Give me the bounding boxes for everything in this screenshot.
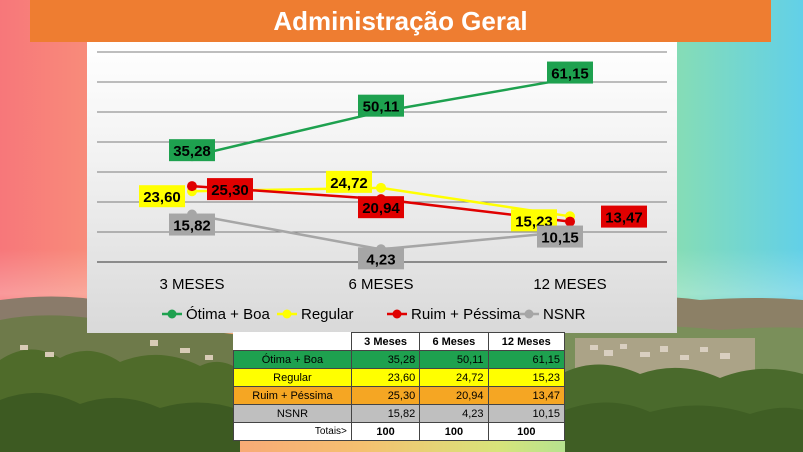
table-header: 3 Meses <box>350 332 421 351</box>
totals-label: Totais> <box>233 422 352 441</box>
table-total-row: Totais> 100 100 100 <box>233 422 566 441</box>
data-label-box <box>537 225 583 248</box>
data-label: 4,23 <box>366 251 395 268</box>
data-label-box <box>358 196 404 219</box>
data-label: 23,60 <box>143 189 181 206</box>
table-row: Ótima + Boa 35,28 50,11 61,15 <box>233 350 566 369</box>
data-label-box <box>358 247 404 270</box>
data-point <box>376 182 386 193</box>
data-label: 13,47 <box>605 210 643 227</box>
legend-label: NSNR <box>543 306 586 323</box>
data-label: 35,28 <box>173 143 211 160</box>
x-tick-label: 6 MESES <box>348 276 413 293</box>
row-label: Regular <box>233 368 352 387</box>
data-label-box <box>601 205 647 228</box>
chart-panel: 3 MESES 6 MESES 12 MESES 35,28 50,11 61,15 23,… <box>87 42 677 333</box>
data-label: 61,15 <box>551 66 589 83</box>
data-point <box>187 181 197 192</box>
table-header: 12 Meses <box>487 332 566 351</box>
legend-swatch-marker <box>392 309 402 319</box>
total-cell: 100 <box>487 422 566 441</box>
table-row: NSNR 15,82 4,23 10,15 <box>233 404 566 423</box>
data-label-box <box>169 139 215 162</box>
table-cell: 10,15 <box>487 404 566 423</box>
legend-swatch-marker <box>524 309 534 319</box>
table-header: 6 Meses <box>419 332 489 351</box>
legend-swatch-marker <box>167 309 177 319</box>
data-label: 25,30 <box>211 182 249 199</box>
table-cell: 13,47 <box>487 386 566 405</box>
data-label: 10,15 <box>541 230 579 247</box>
legend-label: Ruim + Péssima <box>411 306 521 323</box>
table-header-row: 3 Meses 6 Meses 12 Meses <box>233 332 566 351</box>
table-cell: 15,82 <box>350 404 421 423</box>
table-cell: 4,23 <box>419 404 489 423</box>
page-title: Administração Geral <box>30 0 771 42</box>
table-cell: 61,15 <box>487 350 566 369</box>
table-corner <box>233 332 352 351</box>
table-cell: 20,94 <box>419 386 489 405</box>
data-table: 3 Meses 6 Meses 12 Meses Ótima + Boa 35,… <box>233 332 566 441</box>
data-label-box <box>358 94 404 117</box>
legend-swatch-marker <box>282 309 292 319</box>
data-label: 24,72 <box>330 175 368 192</box>
table-row: Regular 23,60 24,72 15,23 <box>233 368 566 387</box>
data-point <box>565 216 575 227</box>
table-cell: 24,72 <box>419 368 489 387</box>
table-cell: 23,60 <box>350 368 421 387</box>
line-chart: 3 MESES 6 MESES 12 MESES 35,28 50,11 61,15 23,… <box>97 51 667 323</box>
x-tick-label: 12 MESES <box>533 276 606 293</box>
total-cell: 100 <box>419 422 489 441</box>
data-label-box <box>326 170 372 193</box>
table-cell: 25,30 <box>350 386 421 405</box>
series-line <box>191 77 571 158</box>
data-label-box <box>207 178 253 201</box>
table-cell: 50,11 <box>419 350 489 369</box>
legend-label: Regular <box>301 306 354 323</box>
row-label: Ótima + Boa <box>233 350 352 369</box>
x-tick-label: 3 MESES <box>159 276 224 293</box>
data-label-box <box>169 213 215 236</box>
table-cell: 15,23 <box>487 368 566 387</box>
row-label: NSNR <box>233 404 352 423</box>
data-label-box <box>139 185 185 208</box>
data-label: 15,82 <box>173 218 211 235</box>
legend-label: Ótima + Boa <box>186 306 270 323</box>
data-label: 20,94 <box>362 200 400 217</box>
total-cell: 100 <box>350 422 421 441</box>
table-row: Ruim + Péssima 25,30 20,94 13,47 <box>233 386 566 405</box>
row-label: Ruim + Péssima <box>233 386 352 405</box>
table-cell: 35,28 <box>350 350 421 369</box>
data-label: 50,11 <box>363 99 400 116</box>
data-label-box <box>547 61 593 84</box>
